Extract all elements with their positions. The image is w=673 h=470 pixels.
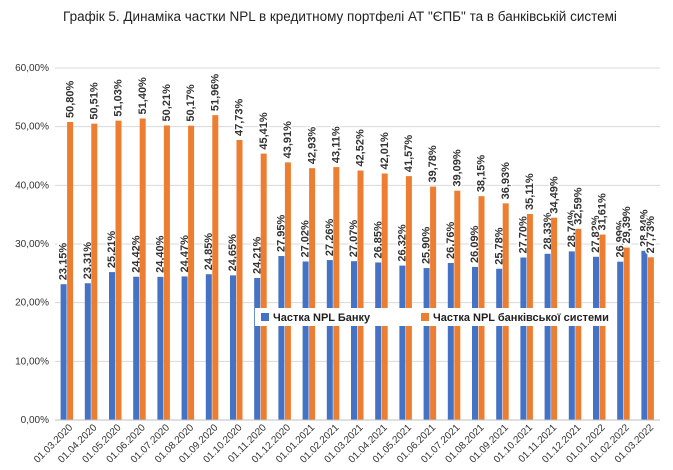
data-label: 42,52% (355, 129, 367, 167)
bar (381, 173, 388, 420)
bar (399, 265, 406, 420)
data-label: 43,91% (282, 121, 294, 159)
data-label: 47,73% (234, 98, 246, 136)
bar (641, 250, 648, 420)
data-label: 42,93% (306, 127, 318, 165)
data-label: 39,09% (451, 149, 463, 187)
y-tick-label: 50,00% (15, 122, 49, 133)
bar (254, 277, 261, 420)
legend-swatch (261, 313, 269, 321)
y-tick-label: 60,00% (15, 63, 49, 74)
bar (278, 256, 285, 420)
y-tick-label: 30,00% (15, 239, 49, 250)
legend-label: Частка NPL Банку (273, 312, 371, 324)
bar (60, 284, 67, 420)
bar (205, 274, 212, 420)
bar (157, 276, 164, 420)
data-label: 42,01% (379, 132, 391, 170)
data-label: 39,78% (427, 145, 439, 183)
data-label: 41,57% (403, 135, 415, 173)
bar (647, 257, 654, 420)
bar (472, 266, 478, 420)
bar (109, 272, 115, 420)
data-label: 50,21% (161, 84, 173, 122)
bar (230, 275, 236, 420)
bar (67, 121, 74, 421)
bar (357, 170, 364, 420)
data-label: 51,96% (209, 74, 221, 112)
bar (430, 186, 437, 420)
data-label: 50,17% (185, 84, 197, 122)
bar (351, 261, 357, 420)
bar (544, 253, 551, 420)
y-tick-label: 40,00% (15, 180, 49, 191)
y-tick-label: 10,00% (15, 356, 49, 367)
data-label: 35,11% (524, 173, 536, 210)
chart-title: Графік 5. Динаміка частки NPL в кредитно… (63, 9, 617, 24)
bar (260, 153, 267, 420)
bar (593, 256, 599, 420)
bar (454, 190, 461, 420)
data-label: 43,11% (330, 126, 342, 163)
data-label: 51,40% (137, 77, 149, 115)
y-tick-label: 20,00% (15, 298, 49, 309)
data-label: 50,51% (88, 82, 100, 120)
legend-swatch (421, 313, 429, 321)
bar (375, 262, 382, 420)
bar (333, 167, 340, 420)
data-label: 28,84% (639, 209, 651, 247)
data-label: 27,73% (645, 216, 657, 254)
bar (212, 115, 219, 420)
bar (568, 251, 575, 420)
bar (115, 120, 122, 421)
legend-label: Частка NPL банківської системи (433, 312, 609, 324)
bar (84, 283, 91, 420)
bar (309, 168, 316, 420)
bar (133, 276, 140, 420)
legend-box (255, 308, 612, 326)
bar (163, 125, 170, 421)
bar (623, 247, 630, 420)
bar (284, 162, 291, 421)
data-label: 28,74% (566, 210, 578, 248)
data-label: 32,59% (572, 187, 584, 225)
data-label: 45,41% (258, 112, 270, 150)
data-label: 51,03% (113, 79, 125, 117)
bar (496, 268, 503, 420)
bar (599, 234, 606, 420)
y-tick-label: 0,00% (21, 415, 49, 426)
bar (188, 125, 195, 420)
bar (405, 176, 412, 420)
bar (447, 263, 454, 420)
data-label: 38,15% (476, 155, 488, 193)
data-label: 31,61% (597, 193, 609, 231)
bar (326, 260, 333, 420)
bar (520, 257, 527, 420)
bar (91, 123, 98, 420)
bar (236, 139, 243, 420)
bar (302, 261, 309, 420)
data-label: 50,80% (64, 80, 76, 118)
data-label: 36,93% (500, 162, 512, 200)
legend: Частка NPL Банку Частка NPL банківської с… (255, 308, 612, 326)
bar (617, 261, 624, 420)
data-label: 34,49% (548, 176, 560, 214)
data-label: 29,39% (621, 206, 633, 244)
bar (139, 118, 146, 420)
bar (423, 268, 430, 420)
bar (181, 276, 188, 420)
